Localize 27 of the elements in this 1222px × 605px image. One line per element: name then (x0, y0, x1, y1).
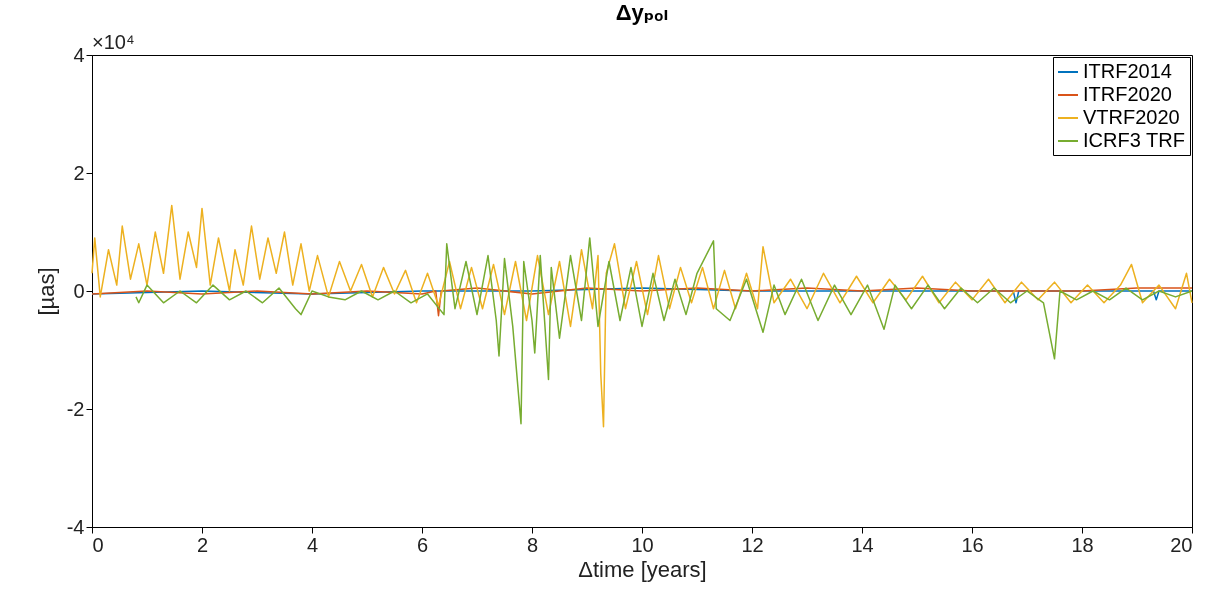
x-tick-label: 12 (741, 533, 764, 556)
x-axis-title: Δtime [years] (578, 556, 707, 582)
x-tick-label: 14 (851, 533, 874, 556)
y-tick-label: 4 (73, 43, 85, 66)
line-series (91, 287, 1193, 317)
x-tick-label: 6 (416, 533, 429, 556)
x-tick-label: 0 (92, 533, 104, 556)
line-series (135, 237, 1193, 425)
x-tick-label: 20 (1170, 533, 1193, 556)
x-tick-label: 16 (961, 533, 984, 556)
x-tick-label: 4 (306, 533, 319, 556)
y-tick-label: 0 (73, 279, 85, 302)
legend-label: ICRF3 TRF (1083, 129, 1185, 151)
y-tick-label: 2 (73, 161, 85, 184)
x-tick-label: 2 (196, 533, 209, 556)
y-tick-label: -4 (66, 515, 85, 538)
y-tick-label: -2 (66, 397, 85, 420)
text: ×10⁴ (92, 31, 135, 53)
x-tick-label: 18 (1071, 533, 1094, 556)
legend-label: ITRF2014 (1083, 60, 1172, 82)
x-tick-label: 10 (631, 533, 654, 556)
chart-title: Δyₚₒₗ (615, 0, 669, 25)
line-series (91, 204, 1193, 428)
legend-label: VTRF2020 (1083, 106, 1180, 128)
legend-label: ITRF2020 (1083, 83, 1172, 105)
x-tick-label: 8 (526, 533, 539, 556)
y-axis-title: [µas] (33, 267, 59, 316)
